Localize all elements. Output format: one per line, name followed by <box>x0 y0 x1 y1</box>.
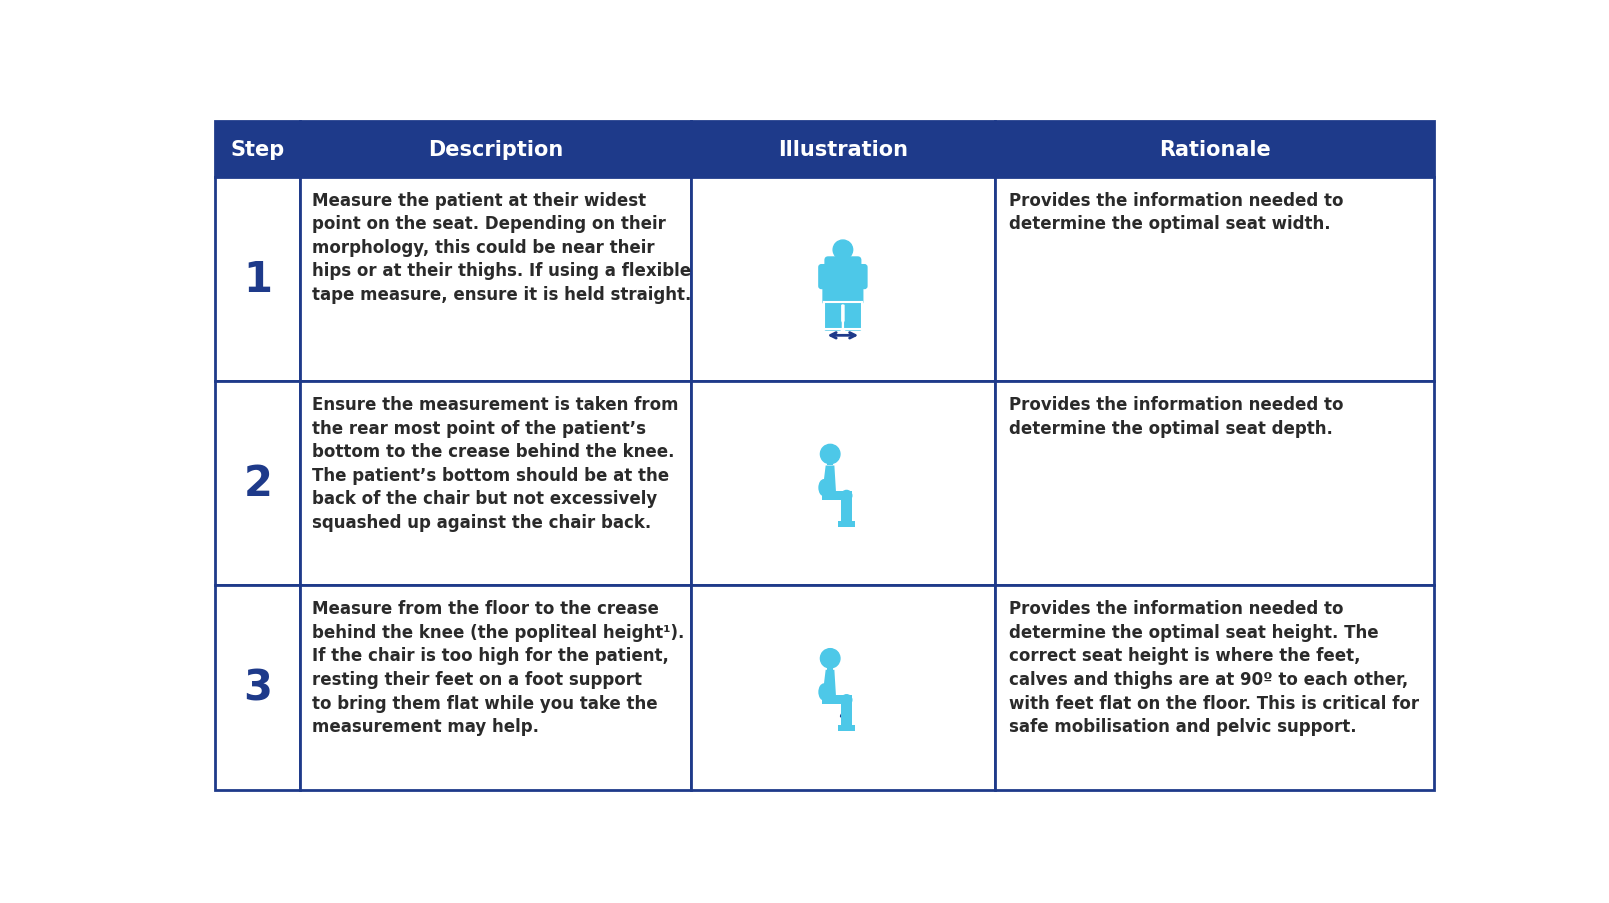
Bar <box>996 178 1434 382</box>
FancyBboxPatch shape <box>817 265 832 290</box>
Text: 2: 2 <box>243 462 272 505</box>
Circle shape <box>821 445 840 464</box>
Text: Measure the patient at their widest
point on the seat. Depending on their
morpho: Measure the patient at their widest poin… <box>312 191 692 303</box>
Circle shape <box>821 649 840 668</box>
Bar <box>840 252 845 262</box>
Polygon shape <box>842 491 851 527</box>
Bar <box>301 382 690 586</box>
Text: 3: 3 <box>243 666 272 709</box>
Text: Rationale: Rationale <box>1158 140 1271 160</box>
FancyBboxPatch shape <box>854 265 867 290</box>
Bar <box>690 178 996 382</box>
Bar <box>996 382 1434 586</box>
Circle shape <box>833 241 853 260</box>
Bar <box>301 122 690 178</box>
Text: Description: Description <box>428 140 563 160</box>
Bar <box>301 178 690 382</box>
Polygon shape <box>838 521 856 527</box>
Bar <box>690 382 996 586</box>
FancyBboxPatch shape <box>824 257 861 293</box>
Text: Step: Step <box>230 140 285 160</box>
FancyBboxPatch shape <box>842 285 864 305</box>
Circle shape <box>842 491 851 501</box>
Polygon shape <box>822 491 846 500</box>
Ellipse shape <box>830 285 854 296</box>
Polygon shape <box>838 725 856 731</box>
Bar <box>690 586 996 790</box>
Bar <box>216 586 301 790</box>
Text: Ensure the measurement is taken from
the rear most point of the patient’s
bottom: Ensure the measurement is taken from the… <box>312 396 679 531</box>
Text: Illustration: Illustration <box>777 140 907 160</box>
FancyBboxPatch shape <box>845 298 861 328</box>
FancyBboxPatch shape <box>824 321 842 331</box>
Text: 1: 1 <box>243 258 272 301</box>
Bar <box>996 122 1434 178</box>
Bar <box>216 122 301 178</box>
Bar <box>216 178 301 382</box>
Text: Provides the information needed to
determine the optimal seat width.: Provides the information needed to deter… <box>1009 191 1344 233</box>
Polygon shape <box>822 466 837 494</box>
Ellipse shape <box>819 479 830 497</box>
Bar <box>690 122 996 178</box>
Text: Provides the information needed to
determine the optimal seat height. The
correc: Provides the information needed to deter… <box>1009 600 1419 735</box>
Polygon shape <box>822 670 837 698</box>
Text: Provides the information needed to
determine the optimal seat depth.: Provides the information needed to deter… <box>1009 396 1344 437</box>
Bar <box>216 382 301 586</box>
Polygon shape <box>842 695 851 731</box>
Polygon shape <box>822 695 846 704</box>
Bar <box>996 586 1434 790</box>
FancyBboxPatch shape <box>824 298 842 328</box>
Bar <box>827 456 833 466</box>
FancyBboxPatch shape <box>822 285 843 305</box>
Ellipse shape <box>819 684 830 701</box>
FancyBboxPatch shape <box>845 321 862 331</box>
Text: Measure from the floor to the crease
behind the knee (the popliteal height¹).
If: Measure from the floor to the crease beh… <box>312 600 684 735</box>
Bar <box>827 660 833 670</box>
Circle shape <box>842 695 851 705</box>
Bar <box>301 586 690 790</box>
